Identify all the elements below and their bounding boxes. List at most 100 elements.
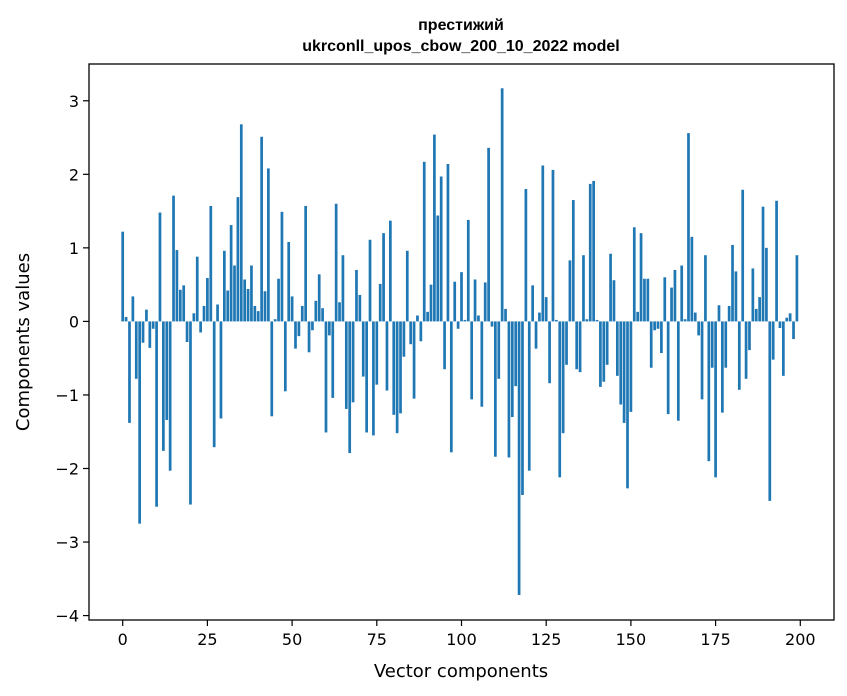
plot-frame — [88, 63, 835, 621]
bar — [497, 321, 501, 379]
bar — [378, 283, 382, 322]
bar — [561, 321, 565, 434]
bar — [422, 161, 426, 322]
bar — [385, 321, 389, 391]
bar — [538, 312, 541, 322]
bar — [165, 321, 169, 420]
bar — [168, 321, 172, 471]
bar — [405, 250, 409, 322]
bar — [568, 260, 572, 322]
bar — [782, 321, 785, 376]
bar — [351, 321, 355, 403]
bar — [209, 205, 213, 322]
bar — [328, 321, 331, 336]
bar — [263, 291, 267, 322]
bar — [131, 296, 135, 322]
bar — [426, 311, 429, 322]
bar — [409, 321, 413, 345]
x-tick-label: 175 — [700, 630, 731, 649]
bar — [612, 280, 616, 322]
bar — [151, 321, 155, 329]
bar — [636, 311, 640, 322]
bar — [290, 296, 294, 322]
bar — [317, 274, 321, 322]
bar-series — [121, 88, 799, 595]
bar — [548, 321, 551, 384]
bar — [744, 321, 748, 379]
bar — [162, 321, 165, 451]
bar — [419, 321, 423, 342]
bar — [287, 241, 291, 322]
x-tick-label: 125 — [531, 630, 562, 649]
bar — [355, 269, 358, 322]
bar — [555, 319, 558, 322]
y-tick-label: −4 — [55, 607, 79, 626]
bar — [368, 239, 372, 322]
bar — [768, 321, 772, 501]
bar — [754, 308, 758, 322]
chart-titles: престижий ukrconll_upos_cbow_200_10_2022… — [302, 17, 619, 55]
bar — [494, 321, 497, 457]
bar — [673, 269, 677, 322]
bar — [510, 321, 514, 418]
bar — [365, 321, 368, 433]
bar — [473, 279, 477, 322]
y-tick-label: 0 — [69, 312, 79, 331]
bar — [453, 281, 457, 322]
bar — [629, 321, 633, 412]
bar — [761, 206, 765, 322]
bar — [182, 285, 186, 322]
bar — [443, 321, 446, 370]
bar — [792, 321, 795, 340]
bar — [565, 321, 568, 365]
bar — [487, 147, 490, 322]
bar — [338, 302, 341, 322]
x-tick-label: 100 — [446, 630, 477, 649]
bar — [609, 253, 612, 322]
bar — [236, 197, 240, 322]
bar — [531, 285, 534, 322]
bar — [534, 321, 538, 349]
bar — [504, 308, 507, 322]
bar — [392, 321, 396, 415]
bar — [615, 321, 619, 376]
bar — [399, 321, 402, 414]
bar — [463, 319, 467, 322]
bar — [639, 233, 643, 322]
bar — [704, 255, 707, 322]
bar — [588, 183, 592, 322]
y-tick-label: −3 — [55, 533, 79, 552]
bar — [334, 203, 338, 322]
bar — [192, 313, 196, 322]
bar — [687, 133, 690, 322]
bar — [229, 225, 233, 322]
bar — [775, 200, 778, 322]
bar — [737, 321, 741, 390]
bar — [731, 244, 734, 322]
bar — [375, 321, 379, 385]
bar — [138, 321, 141, 524]
bar — [348, 321, 352, 454]
bar — [724, 321, 728, 368]
bar — [595, 319, 599, 322]
bar — [660, 321, 663, 354]
bar — [788, 313, 792, 322]
y-tick-label: 3 — [69, 92, 79, 111]
bar — [148, 321, 152, 348]
bar — [185, 321, 189, 342]
bar — [311, 321, 314, 331]
y-tick-label: −2 — [55, 459, 79, 478]
x-tick-label: 75 — [367, 630, 387, 649]
bar — [273, 319, 277, 322]
bar — [693, 312, 697, 322]
bar — [578, 321, 582, 373]
bar — [216, 304, 219, 322]
bar — [466, 219, 470, 322]
bar — [470, 321, 474, 400]
bar — [253, 305, 257, 322]
bar — [544, 297, 548, 322]
bar — [212, 321, 216, 448]
bar — [239, 124, 243, 322]
bar — [389, 220, 392, 322]
bar — [134, 321, 138, 379]
